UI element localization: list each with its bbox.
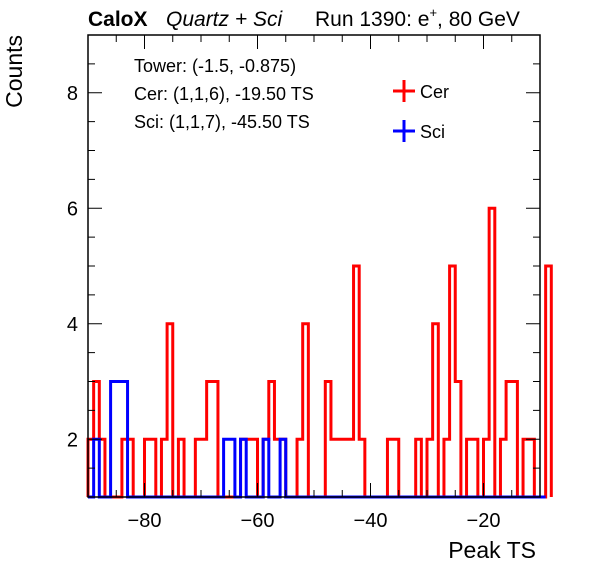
legend: Cer Sci	[393, 80, 449, 142]
x-axis: −80 −60 −40 −20	[87, 35, 541, 532]
y-tick-label: 8	[67, 83, 78, 105]
x-tick-label: −80	[128, 510, 162, 532]
info-cer: Cer: (1,1,6), -19.50 TS	[134, 84, 314, 104]
chart-title-run-tail: , 80 GeV	[437, 8, 520, 31]
y-tick-label: 2	[67, 429, 78, 451]
series-layer	[86, 206, 553, 499]
chart-title-run: Run 1390: e+, 80 GeV	[315, 5, 520, 31]
series-cer-histogram	[86, 206, 553, 499]
x-tick-label: −60	[241, 510, 275, 532]
legend-label-sci: Sci	[420, 122, 445, 142]
x-tick-label: −40	[354, 510, 388, 532]
info-tower: Tower: (-1.5, -0.875)	[134, 56, 296, 76]
legend-marker-sci	[393, 120, 415, 142]
chart-title-detector: Quartz + Sci	[166, 8, 283, 31]
x-tick-label: −20	[467, 510, 501, 532]
chart-title-run-info: Run 1390: e	[315, 8, 429, 31]
y-axis-label: Counts	[1, 35, 27, 108]
y-tick-label: 4	[67, 314, 78, 336]
legend-label-cer: Cer	[420, 82, 449, 102]
chart-title-brand: CaloX	[88, 8, 148, 31]
chart-title-run-superscript: +	[429, 5, 437, 20]
info-sci: Sci: (1,1,7), -45.50 TS	[134, 112, 310, 132]
plot-frame	[87, 34, 541, 498]
legend-marker-cer	[393, 80, 415, 102]
x-axis-label: Peak TS	[448, 537, 536, 563]
y-tick-label: 6	[67, 198, 78, 220]
y-axis: 2 4 6 8	[67, 34, 540, 498]
